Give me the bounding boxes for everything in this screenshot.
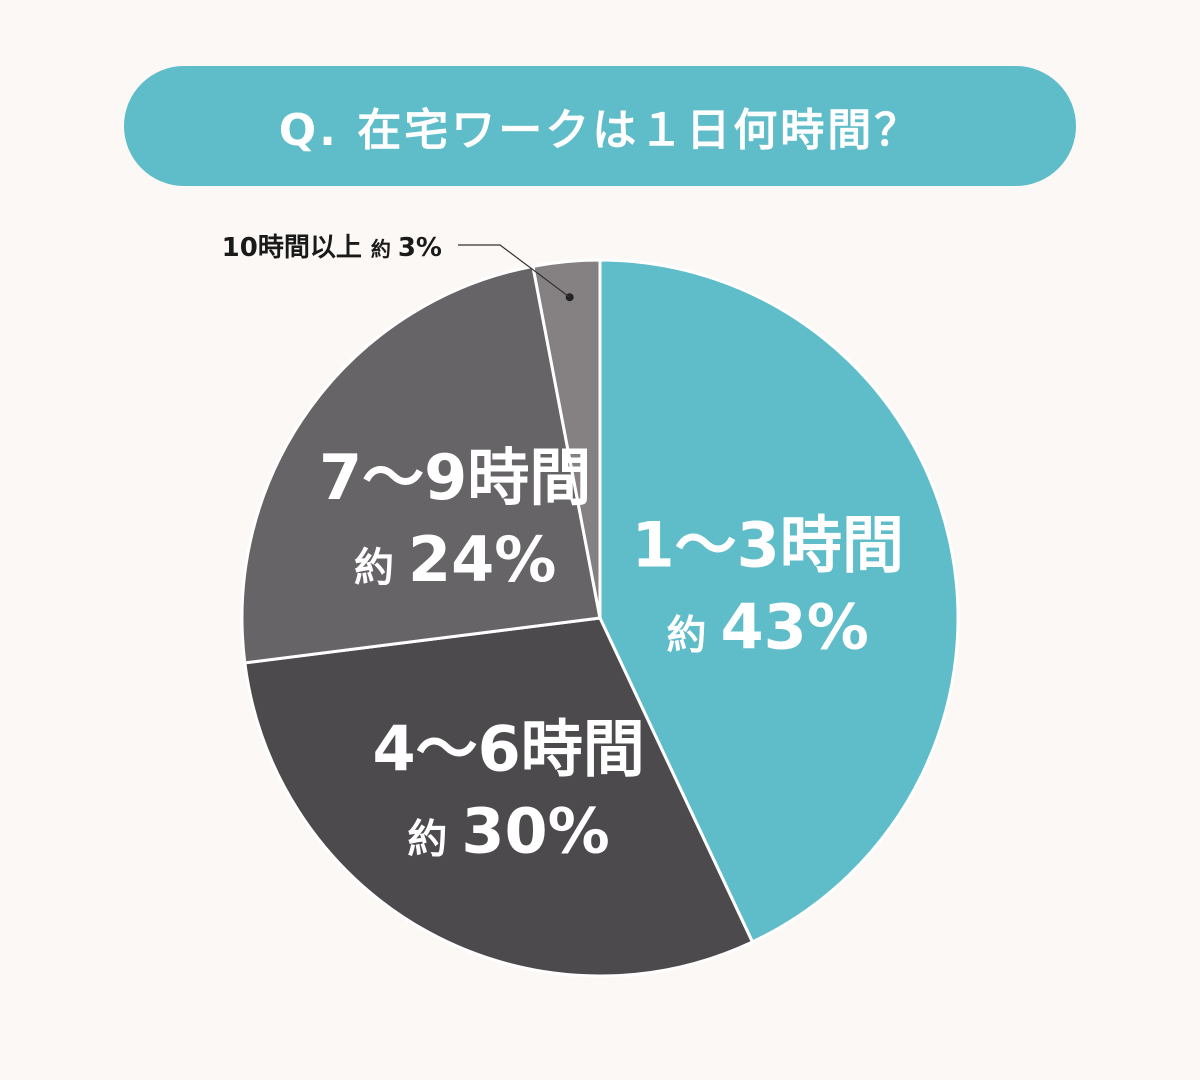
chart-title: Q. 在宅ワークは１日何時間？ bbox=[278, 105, 922, 156]
slice-value-3: 約 24% bbox=[354, 523, 556, 596]
chart-title-banner: Q. 在宅ワークは１日何時間？ bbox=[124, 66, 1076, 186]
slice-value-2: 約 30% bbox=[407, 794, 609, 867]
pie-slice-4 bbox=[531, 258, 602, 620]
slice-value-prefix-2: 約 bbox=[407, 816, 461, 862]
slice-value-number-3: 24% bbox=[408, 523, 556, 596]
slice-label-1: 1～3時間 bbox=[632, 509, 904, 582]
slice-label-3: 7～9時間 bbox=[319, 441, 591, 514]
pie-slice-3 bbox=[240, 264, 602, 665]
slice-value-number-1: 43% bbox=[720, 591, 868, 664]
slice-value-prefix-3: 約 bbox=[354, 545, 408, 591]
slice-value-1: 約 43% bbox=[667, 591, 869, 664]
callout-label: 10時間以上 bbox=[222, 233, 371, 263]
slice-label-2: 4～6時間 bbox=[372, 712, 644, 785]
slice-value-prefix-1: 約 bbox=[667, 613, 721, 659]
callout-line bbox=[458, 244, 571, 298]
callout-value: 3% bbox=[398, 233, 442, 263]
callout-prefix: 約 bbox=[371, 237, 398, 261]
pie-slice-1 bbox=[598, 258, 960, 944]
slice-value-number-2: 30% bbox=[461, 794, 609, 867]
pie-slice-2 bbox=[243, 616, 754, 978]
slice-label-4: 10時間以上 約 3% bbox=[222, 233, 442, 263]
